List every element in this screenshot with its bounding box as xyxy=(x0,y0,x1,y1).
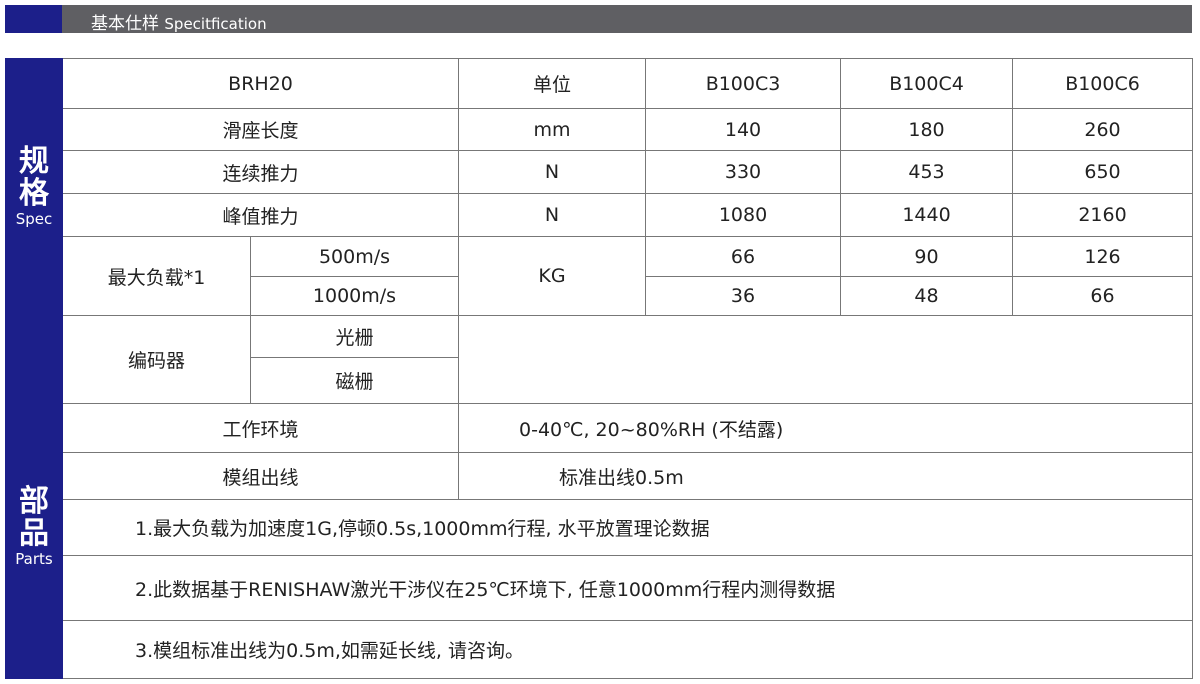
spec-side-label: 规格 Spec xyxy=(5,58,63,316)
table-row: 部品 Parts 编码器 光栅 xyxy=(5,315,1194,679)
table-header-row: 规格 Spec BRH20 单位 B100C3 B100C4 B100C6 xyxy=(5,58,1194,316)
table-row: 最大负载*1 500m/s KG 66 90 126 xyxy=(6,236,1194,316)
row-unit: KG xyxy=(458,236,647,316)
spec-table: 规格 Spec BRH20 单位 B100C3 B100C4 B100C6 滑座长… xyxy=(5,58,1194,679)
title-cn: 基本仕样 xyxy=(91,14,159,34)
table-row: 1000m/s 36 48 66 xyxy=(6,276,1194,316)
cell: 260 xyxy=(1012,108,1194,151)
note-row: 2.此数据基于RENISHAW激光干涉仪在25℃环境下, 任意1000mm行程内… xyxy=(6,555,1194,621)
cell: 140 xyxy=(645,108,842,151)
table-row: 工作环境 0-40℃, 20~80%RH (不结露) xyxy=(6,403,1194,453)
column-b100c3: B100C3 xyxy=(645,58,842,109)
note-row: 1.最大负载为加速度1G,停顿0.5s,1000mm行程, 水平放置理论数据 xyxy=(6,499,1194,556)
header-accent-block xyxy=(5,5,62,33)
encoder-value xyxy=(458,315,1194,404)
cell: 1440 xyxy=(840,193,1014,237)
row-unit: N xyxy=(458,150,647,194)
environment-value: 0-40℃, 20~80%RH (不结露) xyxy=(458,403,1194,453)
row-label: 连续推力 xyxy=(61,150,460,194)
table-row: 滑座长度 mm 140 180 260 xyxy=(6,108,1194,151)
cell: 126 xyxy=(1012,236,1194,277)
cell: 1080 xyxy=(645,193,842,237)
cell: 66 xyxy=(1012,276,1194,316)
table-row: 模组出线 标准出线0.5m xyxy=(6,452,1194,500)
note: 1.最大负载为加速度1G,停顿0.5s,1000mm行程, 水平放置理论数据 xyxy=(61,499,1194,556)
column-model: BRH20 xyxy=(61,58,460,109)
row-unit: mm xyxy=(458,108,647,151)
note: 2.此数据基于RENISHAW激光干涉仪在25℃环境下, 任意1000mm行程内… xyxy=(61,555,1194,621)
cell: 66 xyxy=(645,236,842,277)
table-row: 峰值推力 N 1080 1440 2160 xyxy=(6,193,1194,237)
cell: 48 xyxy=(840,276,1014,316)
row-label: 峰值推力 xyxy=(61,193,460,237)
environment-label: 工作环境 xyxy=(61,403,460,453)
cable-value: 标准出线0.5m xyxy=(458,452,1194,500)
column-b100c6: B100C6 xyxy=(1012,58,1194,109)
section-title: 基本仕样 Specitfication xyxy=(91,9,267,34)
cell: 180 xyxy=(840,108,1014,151)
encoder-option: 光栅 xyxy=(249,315,460,358)
table-row: 磁栅 xyxy=(6,357,1193,404)
cell: 2160 xyxy=(1012,193,1194,237)
parts-side-label: 部品 Parts xyxy=(5,315,63,679)
encoder-option: 磁栅 xyxy=(249,357,460,404)
cell: 36 xyxy=(645,276,842,316)
column-unit: 单位 xyxy=(458,58,647,109)
sub-label: 1000m/s xyxy=(249,276,460,316)
title-en: Specitfication xyxy=(164,15,267,33)
sub-label: 500m/s xyxy=(249,236,460,277)
cell: 90 xyxy=(840,236,1014,277)
table-row: 连续推力 N 330 453 650 xyxy=(6,150,1194,194)
max-load-label: 最大负载*1 xyxy=(62,236,251,316)
encoder-label: 编码器 xyxy=(62,315,251,404)
column-b100c4: B100C4 xyxy=(840,58,1014,109)
cable-label: 模组出线 xyxy=(61,452,460,500)
row-unit: N xyxy=(458,193,647,237)
note: 3.模组标准出线为0.5m,如需延长线, 请咨询。 xyxy=(61,620,1194,679)
cell: 650 xyxy=(1012,150,1194,194)
row-label: 滑座长度 xyxy=(61,108,460,151)
note-row: 3.模组标准出线为0.5m,如需延长线, 请咨询。 xyxy=(6,620,1194,679)
section-header: 基本仕样 Specitfication xyxy=(5,5,1192,34)
cell: 330 xyxy=(645,150,842,194)
cell: 453 xyxy=(840,150,1014,194)
